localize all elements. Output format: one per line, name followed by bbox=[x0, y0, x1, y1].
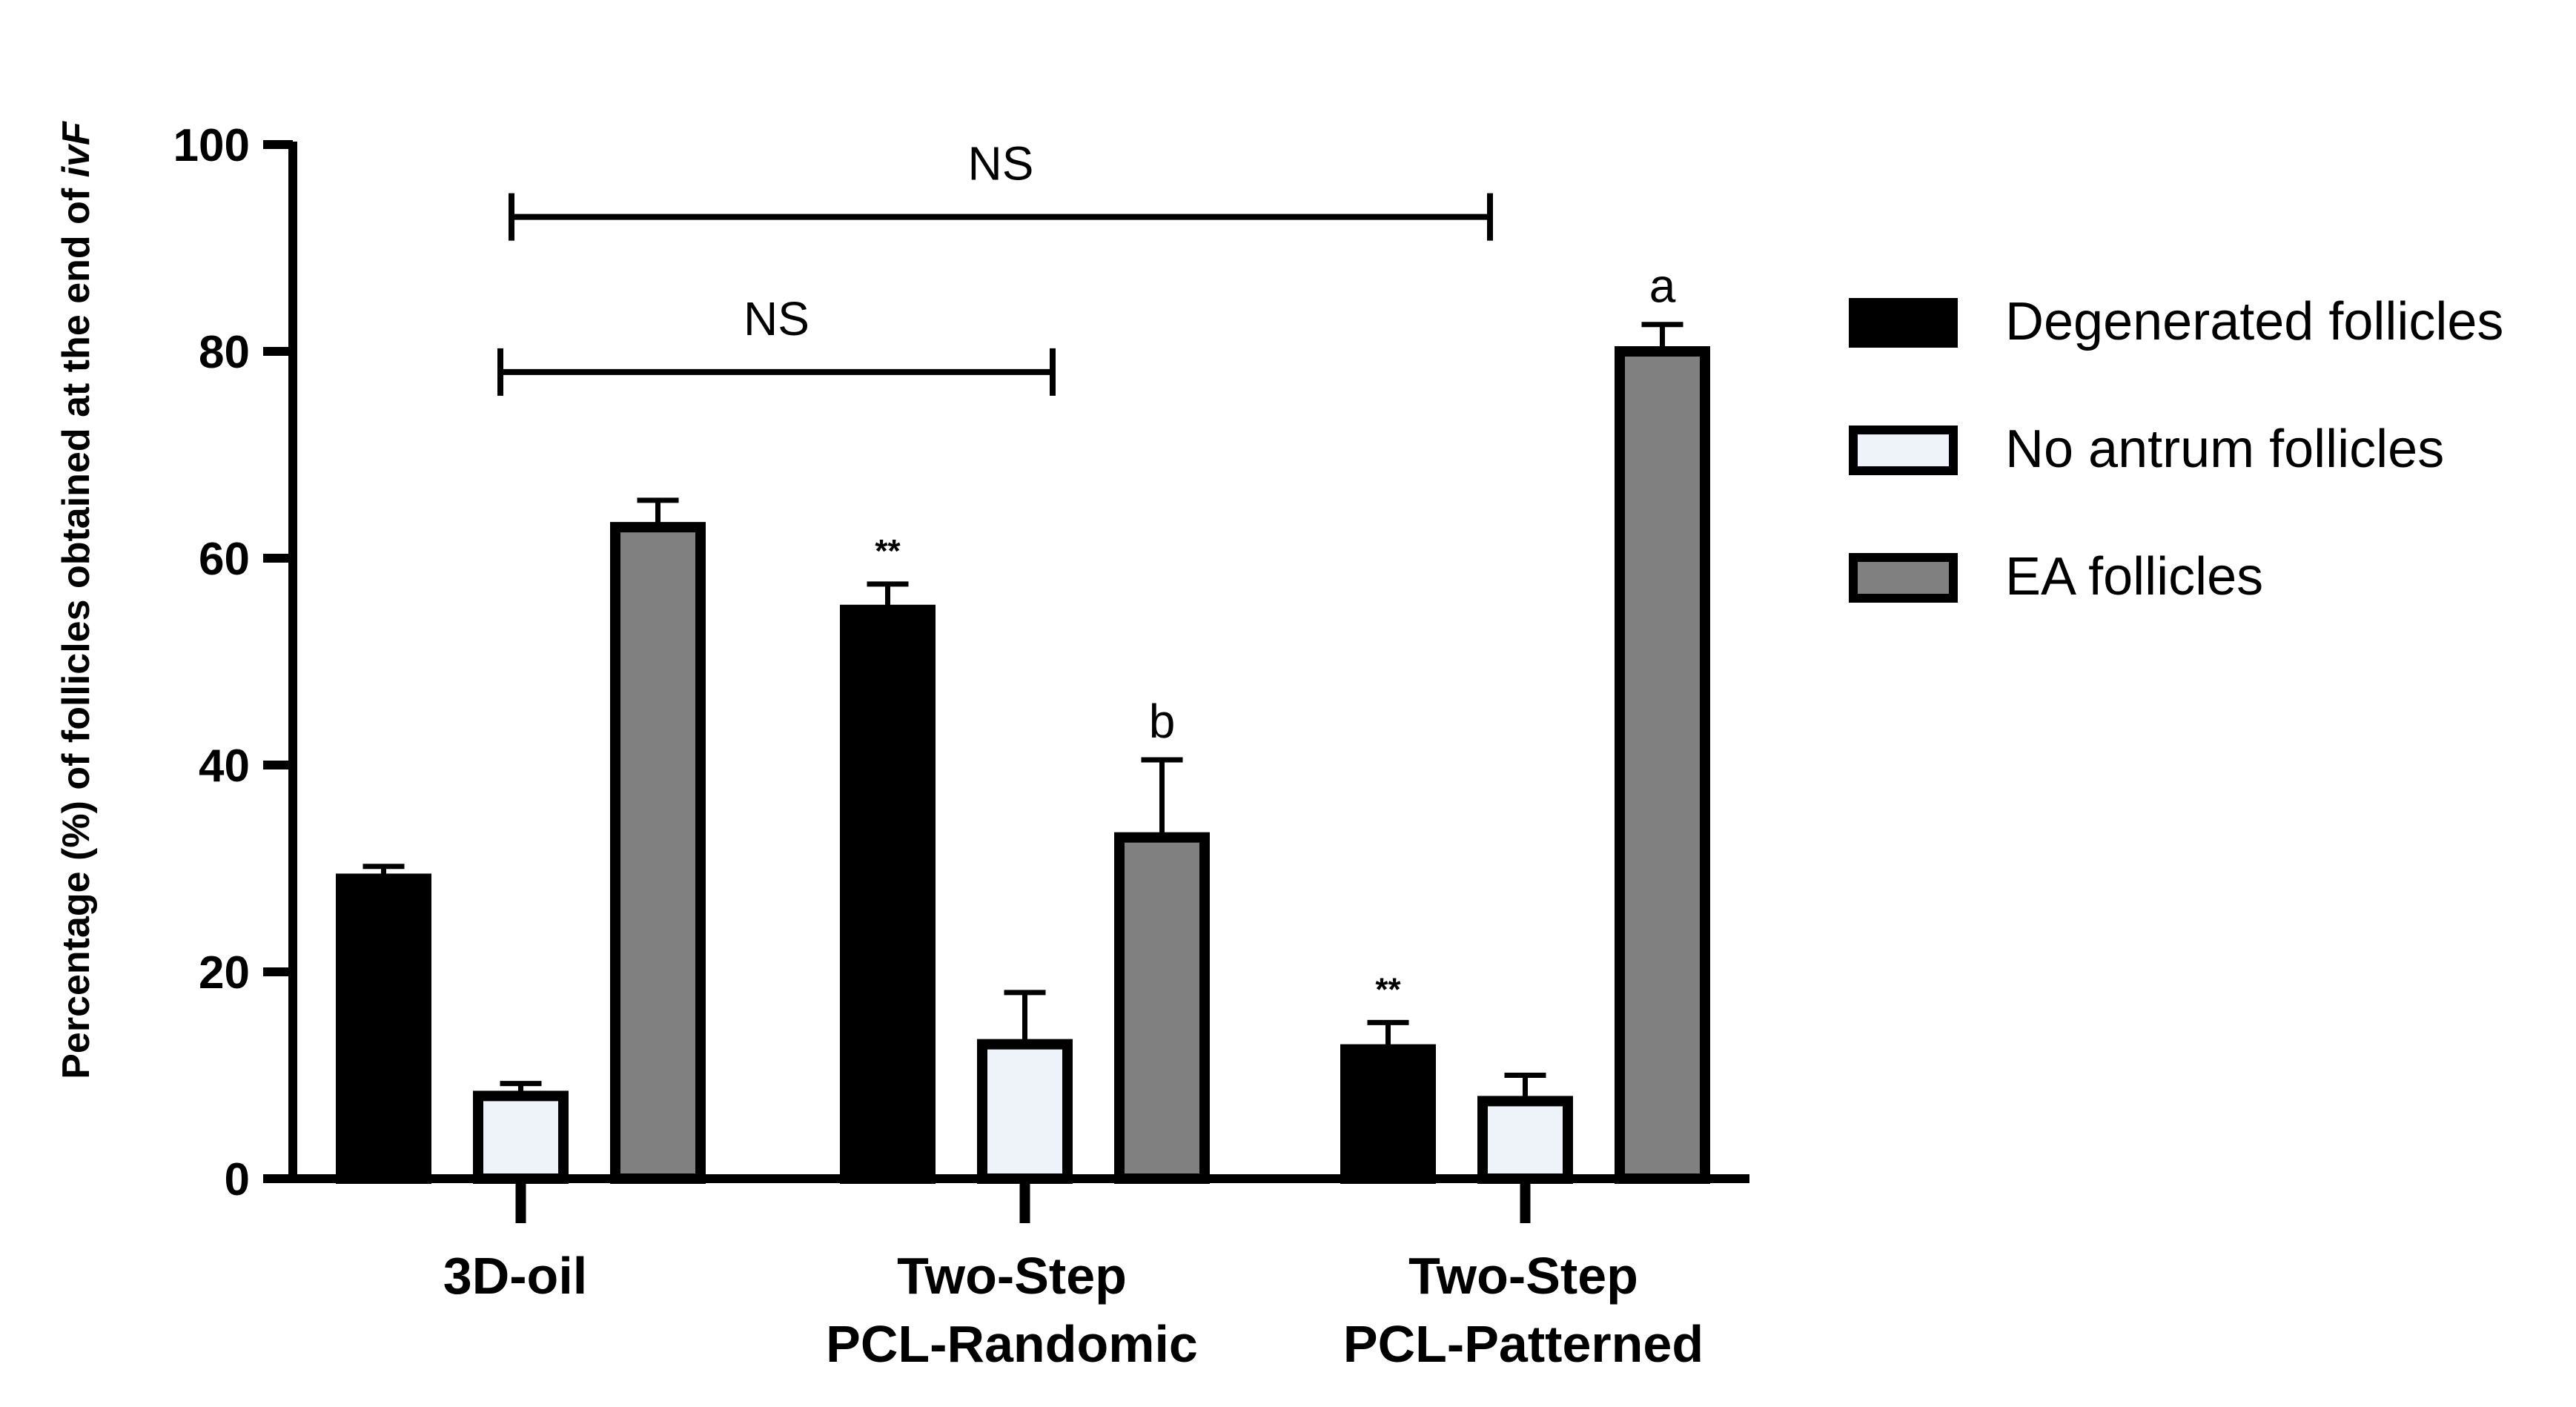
bar-ea-follicles-2 bbox=[1615, 346, 1710, 1184]
bar-ea-follicles-1 bbox=[1114, 832, 1210, 1185]
y-tick-label: 0 bbox=[225, 1154, 250, 1205]
bar-degenerated-follicles-0 bbox=[336, 873, 431, 1184]
bar-annotation: b bbox=[1149, 695, 1176, 748]
legend-swatch bbox=[1849, 553, 1958, 603]
y-tick-label: 100 bbox=[173, 120, 250, 171]
bar-annotation: ** bbox=[875, 533, 901, 569]
legend-label: Degenerated follicles bbox=[2005, 292, 2503, 351]
bar-no-antrum-follicles-1 bbox=[977, 1039, 1073, 1185]
bar-no-antrum-follicles-0 bbox=[473, 1090, 569, 1185]
y-axis-label-text: Percentage (%) of follicles obtained at … bbox=[55, 177, 98, 1079]
bar-annotation: ** bbox=[1375, 971, 1401, 1007]
y-axis-label-italic: ivF bbox=[55, 121, 98, 177]
x-tick-label: PCL-Patterned bbox=[1343, 1315, 1703, 1373]
legend-swatch bbox=[1849, 426, 1958, 475]
legend-label: No antrum follicles bbox=[2005, 420, 2444, 479]
comparison-label: NS bbox=[744, 292, 809, 345]
bar-degenerated-follicles-1 bbox=[840, 604, 936, 1184]
comparison-label: NS bbox=[968, 137, 1034, 191]
y-tick-label: 60 bbox=[199, 534, 250, 585]
legend-swatch bbox=[1849, 298, 1958, 348]
bar-degenerated-follicles-2 bbox=[1340, 1044, 1436, 1184]
legend-label: EA follicles bbox=[2005, 547, 2263, 606]
y-tick-label: 80 bbox=[199, 327, 250, 378]
y-tick-label: 20 bbox=[199, 947, 250, 999]
y-tick-label: 40 bbox=[199, 741, 250, 792]
bar-annotation: a bbox=[1649, 259, 1676, 313]
x-tick-label: 3D-oil bbox=[443, 1247, 587, 1305]
bar-no-antrum-follicles-2 bbox=[1477, 1096, 1573, 1184]
x-tick-label: Two-Step bbox=[897, 1247, 1127, 1305]
bar-ea-follicles-0 bbox=[610, 522, 706, 1184]
x-tick-label: Two-Step bbox=[1408, 1247, 1638, 1305]
x-tick-label: PCL-Randomic bbox=[826, 1315, 1198, 1373]
y-axis-label: Percentage (%) of follicles obtained at … bbox=[55, 121, 98, 1079]
